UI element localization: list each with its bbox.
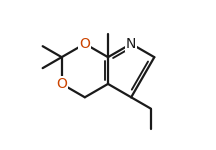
Text: O: O: [56, 77, 67, 91]
Text: O: O: [79, 37, 90, 51]
Text: N: N: [126, 37, 136, 51]
